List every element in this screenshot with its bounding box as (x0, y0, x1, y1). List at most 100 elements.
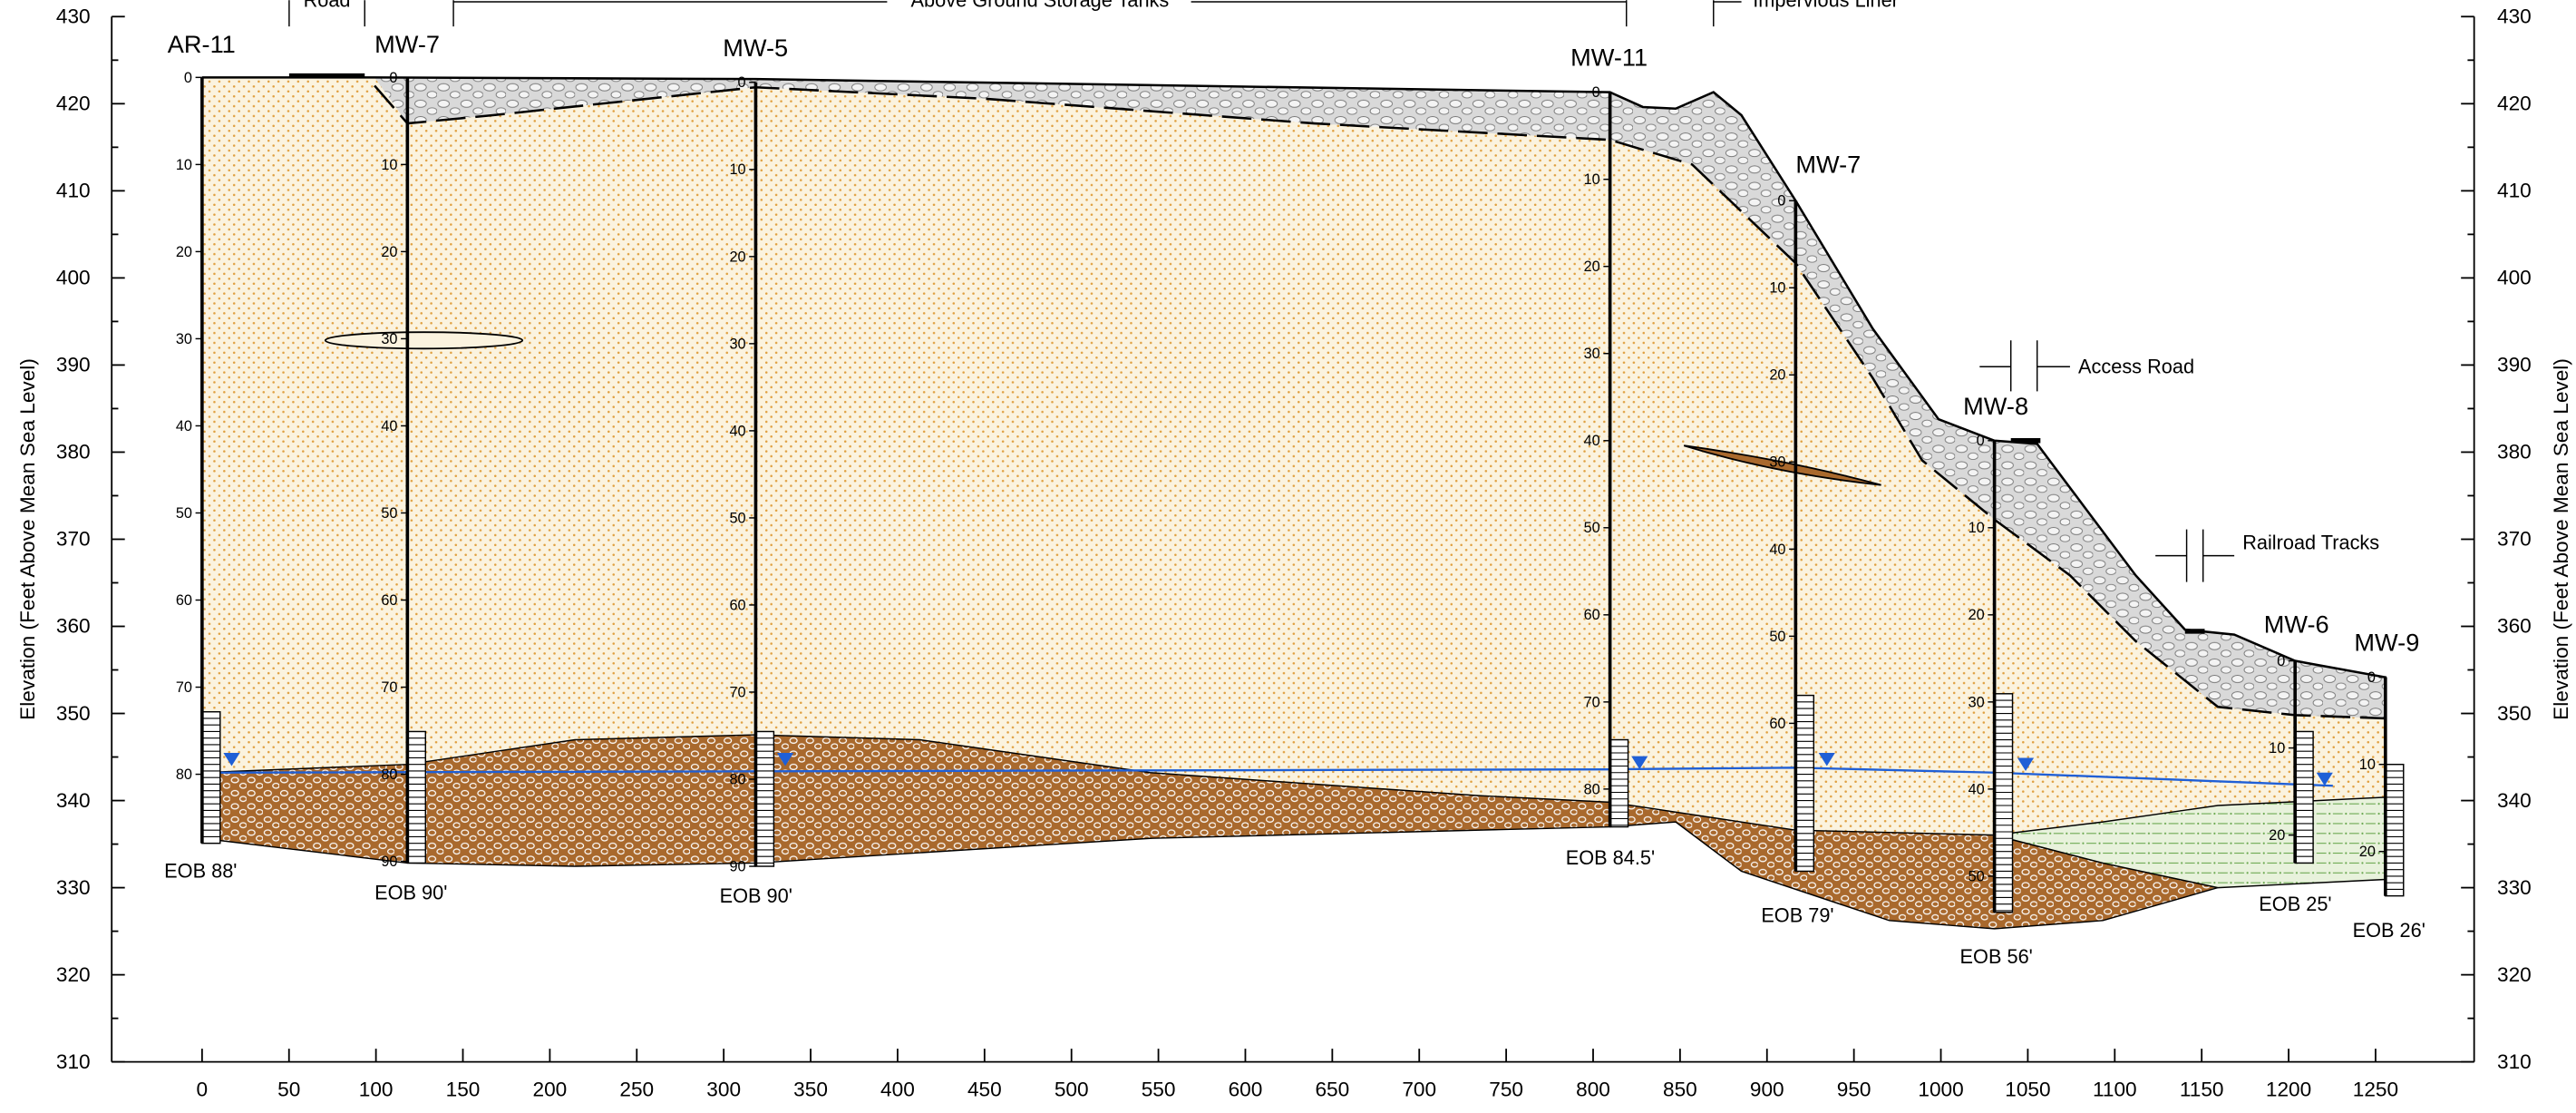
depth-label: 20 (1968, 607, 1985, 623)
y-tick-label: 350 (56, 702, 91, 725)
x-tick-label: 1250 (2353, 1079, 2398, 1101)
x-tick-label: 700 (1402, 1079, 1436, 1101)
well-name: MW-5 (723, 34, 788, 62)
feature-label: Railroad Tracks (2242, 531, 2379, 553)
y-tick-label: 390 (2497, 354, 2532, 376)
y-tick-label: 330 (56, 876, 91, 899)
y-tick-label: 430 (56, 5, 91, 28)
depth-label: 40 (1769, 542, 1785, 558)
x-tick-label: 0 (197, 1079, 209, 1101)
depth-label: 20 (2359, 844, 2376, 860)
well-name: MW-9 (2354, 629, 2419, 657)
cross-section: Road Above Ground Storage Tanks Impervio… (0, 0, 2576, 1113)
well-name: AR-11 (168, 30, 236, 58)
depth-label: 60 (176, 592, 192, 609)
depth-label: 30 (1584, 346, 1600, 362)
eob-label: EOB 90' (374, 881, 447, 903)
feature-label: Road (304, 0, 351, 11)
x-tick-label: 200 (533, 1079, 568, 1101)
depth-label: 0 (1977, 433, 1985, 449)
x-tick-label: 800 (1576, 1079, 1610, 1101)
x-tick-label: 650 (1315, 1079, 1349, 1101)
depth-label: 70 (381, 679, 397, 696)
depth-label: 0 (2277, 653, 2285, 669)
feature-label: Access Road (2078, 355, 2194, 377)
y-tick-label: 430 (2497, 5, 2532, 28)
depth-label: 50 (729, 510, 745, 526)
x-tick-label: 100 (359, 1079, 394, 1101)
depth-label: 30 (729, 336, 745, 352)
depth-label: 10 (176, 157, 192, 173)
x-tick-label: 50 (277, 1079, 300, 1101)
x-tick-label: 550 (1142, 1079, 1176, 1101)
depth-label: 0 (184, 70, 192, 86)
depth-label: 60 (1769, 716, 1785, 732)
eob-label: EOB 56' (1960, 945, 2033, 968)
body: {"axis": {"y_label": "Elevation (Feet Ab… (0, 0, 2576, 1113)
well-name: MW-7 (374, 30, 440, 58)
x-tick-label: 1000 (1918, 1079, 1963, 1101)
depth-label: 0 (738, 74, 746, 91)
x-tick-label: 1100 (2093, 1079, 2137, 1101)
eob-label: EOB 88' (164, 860, 237, 883)
depth-label: 60 (381, 592, 397, 609)
sand-lens (326, 332, 522, 348)
y-tick-label: 420 (56, 93, 91, 115)
y-axis-label: Elevation (Feet Above Mean Sea Level) (2550, 358, 2572, 720)
depth-label: 40 (1584, 433, 1600, 449)
depth-label: 10 (381, 157, 397, 173)
well-name: MW-7 (1795, 150, 1861, 178)
x-tick-label: 950 (1837, 1079, 1871, 1101)
strata (202, 0, 2386, 929)
y-tick-label: 320 (2497, 963, 2532, 986)
depth-label: 80 (176, 766, 192, 783)
depth-label: 20 (1584, 259, 1600, 275)
y-tick-label: 340 (2497, 789, 2532, 812)
y-tick-label: 350 (2497, 702, 2532, 725)
y-axis-label: Elevation (Feet Above Mean Sea Level) (16, 358, 39, 720)
depth-label: 40 (381, 418, 397, 434)
depth-label: 50 (1769, 629, 1785, 645)
y-tick-label: 400 (2497, 267, 2532, 289)
y-tick-label: 410 (56, 180, 91, 202)
y-tick-label: 370 (2497, 528, 2532, 551)
depth-label: 80 (1584, 781, 1600, 797)
x-tick-label: 850 (1663, 1079, 1697, 1101)
depth-label: 40 (176, 418, 192, 434)
depth-label: 20 (176, 244, 192, 260)
depth-label: 80 (381, 766, 397, 783)
y-tick-label: 330 (2497, 876, 2532, 899)
depth-label: 60 (729, 597, 745, 613)
x-tick-label: 350 (793, 1079, 828, 1101)
depth-label: 60 (1584, 607, 1600, 623)
eob-label: EOB 84.5' (1566, 846, 1655, 869)
depth-label: 40 (729, 423, 745, 439)
x-tick-label: 1200 (2266, 1079, 2311, 1101)
depth-label: 10 (1968, 520, 1985, 536)
feature-label: Above Ground Storage Tanks (911, 0, 1170, 11)
depth-label: 70 (1584, 694, 1600, 710)
feature-label: Impervious Liner (1753, 0, 1899, 11)
x-tick-label: 400 (880, 1079, 915, 1101)
y-tick-label: 360 (56, 615, 91, 638)
x-tick-label: 600 (1229, 1079, 1263, 1101)
y-tick-label: 410 (2497, 180, 2532, 202)
depth-label: 20 (729, 249, 745, 265)
depth-label: 70 (176, 679, 192, 696)
eob-label: EOB 79' (1761, 904, 1833, 927)
depth-label: 20 (1769, 367, 1785, 384)
depth-label: 10 (1769, 280, 1785, 297)
depth-label: 0 (1777, 193, 1785, 210)
y-tick-label: 420 (2497, 93, 2532, 115)
depth-label: 50 (1968, 868, 1985, 884)
y-tick-label: 380 (2497, 441, 2532, 464)
depth-label: 30 (1769, 454, 1785, 471)
depth-label: 90 (729, 858, 745, 874)
depth-label: 90 (381, 854, 397, 870)
depth-label: 20 (2269, 827, 2285, 844)
depth-label: 10 (729, 161, 745, 178)
depth-label: 0 (2367, 669, 2376, 686)
x-tick-label: 900 (1750, 1079, 1784, 1101)
y-tick-label: 310 (2497, 1050, 2532, 1073)
depth-label: 50 (1584, 520, 1600, 536)
